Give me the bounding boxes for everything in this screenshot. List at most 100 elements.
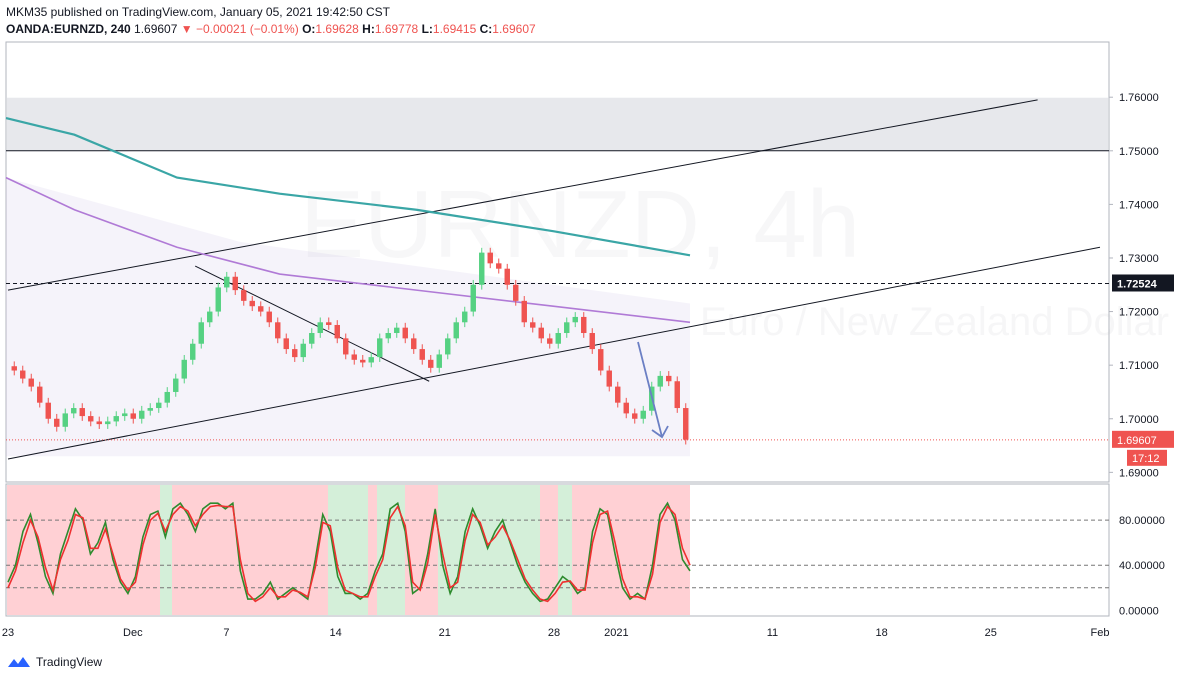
candle-body	[674, 381, 680, 409]
candle-body	[283, 338, 289, 350]
candle-body	[156, 402, 162, 409]
price-axis-label: 1.71000	[1119, 360, 1159, 372]
high-value: 1.69778	[374, 22, 419, 36]
close-value: 1.69607	[492, 22, 536, 36]
osc-zone-pink	[7, 485, 160, 615]
candle-body	[504, 268, 510, 285]
price-axis-label: 1.73000	[1119, 253, 1159, 265]
low-value: 1.69415	[432, 22, 477, 36]
price-axis-label: 1.75000	[1119, 146, 1159, 158]
symbol-label[interactable]: OANDA:EURNZD, 240	[6, 22, 131, 36]
candle-body	[258, 306, 264, 312]
ma-line-0[interactable]	[5, 117, 691, 257]
osc-zone-pink	[405, 485, 438, 615]
price-axis-label: 1.70000	[1119, 414, 1159, 426]
time-axis-label: 25	[985, 627, 997, 639]
candle-body	[419, 349, 425, 360]
candle-body	[113, 416, 119, 422]
candle-body	[11, 366, 17, 371]
change-value: ▼ −0.00021 (−0.01%)	[180, 22, 299, 36]
candle-body	[105, 421, 111, 425]
candle-body	[62, 413, 68, 427]
candle-body	[683, 408, 689, 440]
osc-line-1[interactable]	[7, 504, 691, 603]
candle-body	[606, 370, 612, 387]
candle-body	[632, 413, 638, 419]
candle-body	[96, 421, 102, 425]
price-axis-label: 1.69000	[1119, 467, 1159, 479]
tradingview-logo-icon	[8, 657, 30, 667]
main-pane-border	[5, 41, 1110, 483]
time-axis-label: 23	[2, 627, 14, 639]
candle-body	[360, 359, 366, 363]
candle-body	[130, 413, 136, 419]
osc-axis-label: 0.00000	[1119, 605, 1159, 617]
low-label: L:	[421, 22, 433, 36]
candle-body	[394, 327, 400, 334]
candle-body	[377, 338, 383, 358]
candle-body	[198, 322, 204, 344]
trendline-0[interactable]	[7, 99, 1038, 291]
candle-body	[139, 410, 145, 419]
candle-body	[470, 284, 476, 312]
candle-body	[300, 343, 306, 358]
close-label: C:	[479, 22, 493, 36]
candle-body	[173, 378, 179, 392]
candle-body	[343, 338, 349, 355]
price-axis-label: 1.76000	[1119, 92, 1159, 104]
candle-body	[513, 284, 519, 301]
candle-body	[207, 311, 213, 323]
publisher-line: MKM35 published on TradingView.com, Janu…	[6, 5, 391, 19]
candle-body	[462, 311, 468, 323]
time-axis-label: 14	[329, 627, 341, 639]
candle-body	[79, 408, 85, 417]
candle-body	[28, 378, 34, 387]
osc-axis-label: 80.00000	[1119, 515, 1165, 527]
high-label: H:	[362, 22, 375, 36]
time-axis-label: 7	[223, 627, 229, 639]
candle-body	[224, 276, 230, 288]
level-price-tag-text: 1.72524	[1117, 278, 1158, 290]
candle-body	[538, 327, 544, 339]
candle-body	[623, 402, 629, 414]
candle-body	[564, 322, 570, 334]
time-axis-label: 11	[767, 627, 778, 639]
candle-body	[181, 359, 187, 379]
candle-body	[411, 338, 417, 350]
countdown-text: 17:12	[1132, 453, 1160, 465]
candle-body	[402, 327, 408, 339]
candle-body	[657, 375, 663, 387]
candle-body	[232, 276, 238, 291]
candle-body	[572, 316, 578, 323]
candle-body	[581, 316, 587, 334]
candle-body	[351, 354, 357, 360]
osc-zone-green	[160, 485, 172, 615]
candle-body	[530, 322, 536, 328]
osc-line-0[interactable]	[7, 501, 691, 603]
tradingview-footer[interactable]: TradingView	[6, 655, 102, 669]
candle-body	[164, 391, 170, 403]
price-axis-label: 1.72000	[1119, 307, 1159, 319]
candle-body	[368, 357, 374, 363]
candle-body	[598, 349, 604, 371]
osc-zone-green	[438, 485, 540, 615]
trendline-1[interactable]	[7, 246, 1101, 460]
candle-body	[190, 343, 196, 360]
arrow-annotation[interactable]	[637, 341, 669, 439]
oscillator-pane-border	[5, 483, 1110, 617]
footer-brand: TradingView	[36, 655, 103, 669]
candle-body	[436, 354, 442, 368]
watermark-description: Euro / New Zealand Dollar	[700, 300, 1170, 344]
candle-body	[45, 402, 51, 419]
candle-body	[249, 300, 255, 307]
ma-line-1[interactable]	[5, 176, 691, 324]
candle-body	[147, 408, 153, 411]
osc-zone-pink	[368, 485, 377, 615]
last-price-tag	[1112, 430, 1174, 448]
candle-body	[275, 322, 281, 339]
watermark-symbol: EURNZD, 4h	[300, 171, 861, 278]
candle-body	[20, 370, 26, 379]
candle-body	[385, 333, 391, 339]
last-price-tag-text: 1.69607	[1117, 435, 1157, 447]
